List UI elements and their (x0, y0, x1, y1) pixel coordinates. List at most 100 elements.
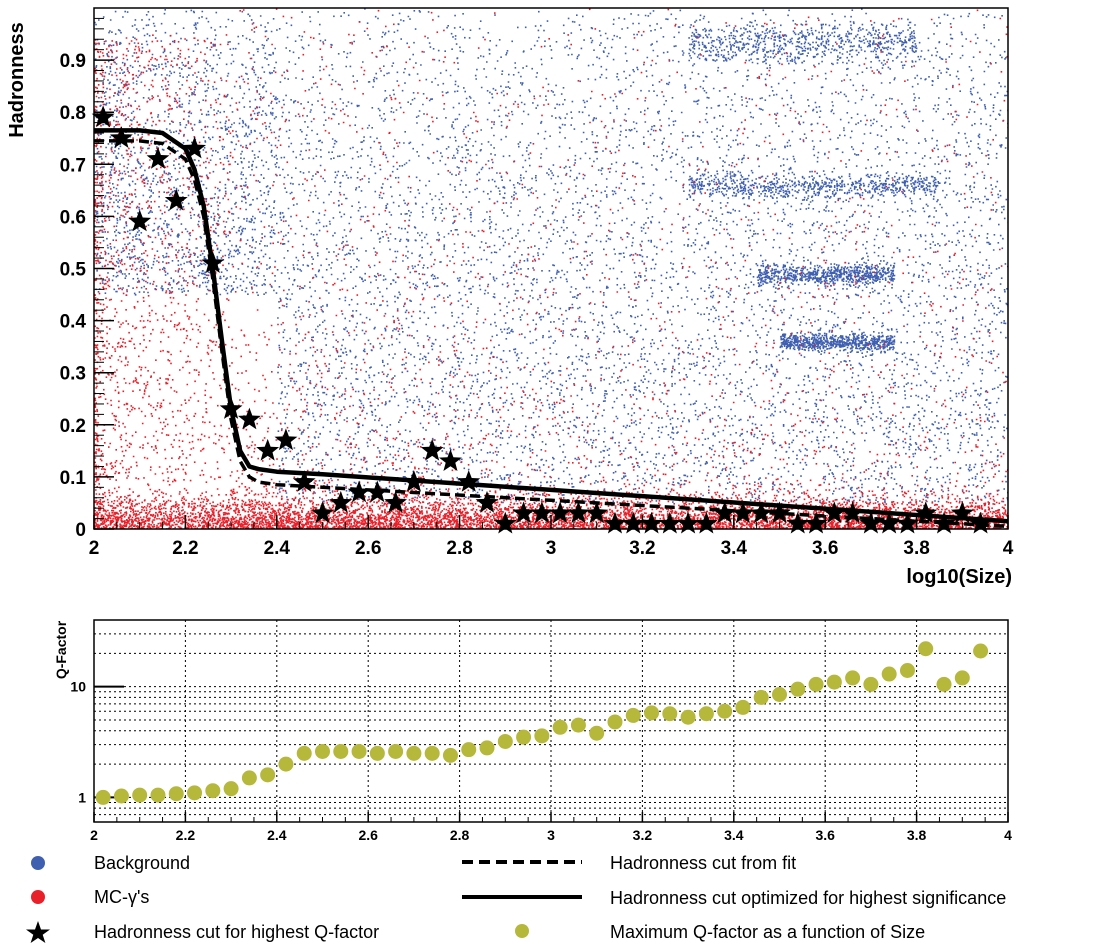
qfactor-point (95, 789, 111, 805)
legend-star-marker (26, 921, 50, 943)
qfactor-cut-star (365, 480, 389, 503)
qfactor-point (735, 699, 751, 715)
qfactor-cut-star (877, 511, 901, 534)
qfactor-cut-star (329, 490, 353, 513)
qfactor-point (497, 733, 513, 749)
qfactor-cut-star (548, 501, 572, 524)
qfactor-point (260, 767, 276, 783)
qfactor-point (150, 787, 166, 803)
y-tick-label: 0 (75, 520, 86, 541)
qfactor-cut-star (676, 511, 700, 534)
qfactor-cut-stars (91, 105, 992, 534)
x-tick-label: 3.4 (724, 827, 744, 843)
qfactor-cut-star (713, 501, 737, 524)
qfactor-point (241, 770, 257, 786)
qfactor-point (625, 707, 641, 723)
scatter-points (94, 8, 1008, 529)
qfactor-cut-star (219, 397, 243, 419)
x-tick-label: 4 (1004, 827, 1012, 843)
qfactor-cut-star (896, 511, 919, 534)
legend-dashed-label: Hadronness cut from fit (610, 853, 796, 873)
legend-background-label: Background (94, 853, 190, 873)
qfactor-cut-star (128, 209, 152, 232)
qfactor-point (680, 709, 696, 725)
y-tick-label: 0.2 (60, 416, 86, 437)
y-axis-label-hadronness: Hadronness (6, 22, 28, 138)
qfactor-point (936, 676, 952, 692)
qfactor-cut-star (932, 511, 956, 534)
qfactor-point (168, 786, 184, 802)
x-tick-label: 3 (546, 538, 557, 559)
x-tick-label: 3.2 (633, 827, 653, 843)
y-tick-label: 10 (70, 679, 86, 695)
qfactor-point (516, 729, 532, 745)
y-tick-label: 0.6 (60, 207, 86, 228)
qfactor-point (132, 787, 148, 803)
qfactor-point (644, 705, 660, 721)
qfactor-cut-star (621, 511, 645, 534)
qfactor-cut-star (439, 449, 462, 471)
qfactor-cut-star (786, 511, 810, 534)
qfactor-point (954, 670, 970, 686)
qfactor-cut-star (311, 501, 334, 524)
qfactor-cut-star (292, 470, 316, 492)
x-axis-label-size: log10(Size) (906, 566, 1012, 588)
qfactor-cut-star (110, 126, 133, 148)
qfactor-axes-ticks: 2 2.2 2.4 2.6 2.8 3 3.2 3.4 3.6 3.8 4 1 10 (70, 679, 1012, 843)
legend-star-label: Hadronness cut for highest Q-factor (94, 922, 379, 942)
legend-solid-label: Hadronness cut optimized for highest sig… (610, 888, 1006, 908)
qfactor-cut-star (731, 501, 755, 524)
qfactor-cut-star (749, 501, 773, 524)
qfactor-point (973, 643, 989, 659)
qfactor-point (296, 745, 312, 761)
qfactor-cut-star (384, 490, 407, 513)
y-tick-label: 0.8 (60, 103, 86, 124)
qfactor-point (662, 706, 678, 722)
hadronness-plot-frame (93, 7, 1009, 530)
y-tick-label: 0.7 (60, 155, 86, 176)
qfactor-cut-star (530, 501, 554, 524)
qfactor-cut-star (201, 251, 225, 273)
qfactor-point (899, 662, 915, 678)
y-tick-label: 0.5 (60, 260, 87, 281)
qfactor-point (369, 745, 385, 761)
cut-lines (94, 128, 1009, 529)
qfactor-cut-star (640, 511, 663, 534)
x-tick-label: 2.2 (172, 538, 198, 559)
hadronness-axes-ticks: 2 2.2 2.4 2.6 2.8 3 3.2 3.4 3.6 3.8 4 0 0.1 0.2 0.3 0.4… (60, 17, 1014, 559)
qfactor-cut-star (950, 501, 974, 524)
qfactor-point (442, 747, 458, 763)
legend-background-marker (31, 856, 45, 870)
qfactor-point (406, 745, 422, 761)
qfactor-cut-star (658, 511, 682, 534)
legend-qfactor-label: Maximum Q-factor as a function of Size (610, 922, 925, 942)
x-tick-label: 2.6 (358, 827, 378, 843)
qfactor-point (534, 728, 550, 744)
x-tick-label: 2.8 (446, 538, 472, 559)
y-axis-label-qfactor: Q-Factor (53, 620, 69, 679)
x-tick-label: 3.4 (721, 538, 748, 559)
x-tick-label: 2.2 (176, 827, 196, 843)
qfactor-point (845, 670, 861, 686)
x-tick-label: 3.6 (815, 827, 835, 843)
qfactor-cut-star (457, 470, 481, 492)
qfactor-cut-star (914, 501, 938, 524)
qfactor-point (863, 676, 879, 692)
x-tick-label: 2 (89, 538, 100, 559)
legend-mc-gamma-label: MC-γ's (94, 887, 149, 907)
qfactor-cut-star (146, 147, 170, 169)
qfactor-cut-star (402, 470, 426, 492)
qfactor-point (918, 641, 934, 657)
hadronness-panel: 2 2.2 2.4 2.6 2.8 3 3.2 3.4 3.6 3.8 4 0 0.1 0.2 0.3 0.4… (6, 7, 1014, 588)
x-tick-label: 3.2 (629, 538, 655, 559)
qfactor-cut-star (585, 501, 609, 524)
y-tick-label: 0.4 (60, 312, 87, 333)
background-points (94, 8, 1008, 505)
y-tick-label: 0.3 (60, 364, 86, 385)
qfactor-point (790, 681, 806, 697)
qfactor-cut-star (804, 511, 828, 534)
qfactor-point (187, 785, 203, 801)
qfactor-point (753, 689, 769, 705)
qfactor-cut-star (183, 136, 206, 159)
qfactor-cut-star (91, 105, 115, 128)
